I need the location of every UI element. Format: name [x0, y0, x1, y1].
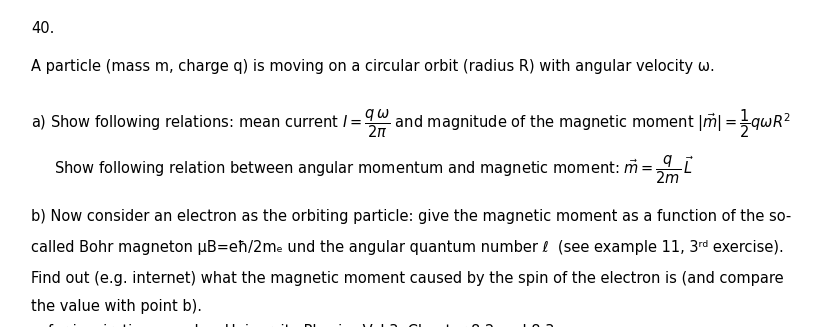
Text: the value with point b).: the value with point b). — [31, 299, 202, 314]
Text: → for inspiration see also: University Physics Vol.3, Chapter 8.2 and 8.3: → for inspiration see also: University P… — [31, 324, 554, 327]
Text: Find out (e.g. internet) what the magnetic moment caused by the spin of the elec: Find out (e.g. internet) what the magnet… — [31, 271, 784, 286]
Text: b) Now consider an electron as the orbiting particle: give the magnetic moment a: b) Now consider an electron as the orbit… — [31, 209, 792, 224]
Text: A particle (mass m, charge q) is moving on a circular orbit (radius R) with angu: A particle (mass m, charge q) is moving … — [31, 59, 715, 74]
Text: called Bohr magneton μB=eħ/2mₑ und the angular quantum number ℓ  (see example 11: called Bohr magneton μB=eħ/2mₑ und the a… — [31, 240, 784, 255]
Text: 40.: 40. — [31, 21, 54, 36]
Text: a) Show following relations: mean current $I = \dfrac{q\,\omega}{2\pi}$ and magn: a) Show following relations: mean curren… — [31, 108, 791, 141]
Text: Show following relation between angular momentum and magnetic moment: $\vec{m} =: Show following relation between angular … — [54, 154, 694, 186]
